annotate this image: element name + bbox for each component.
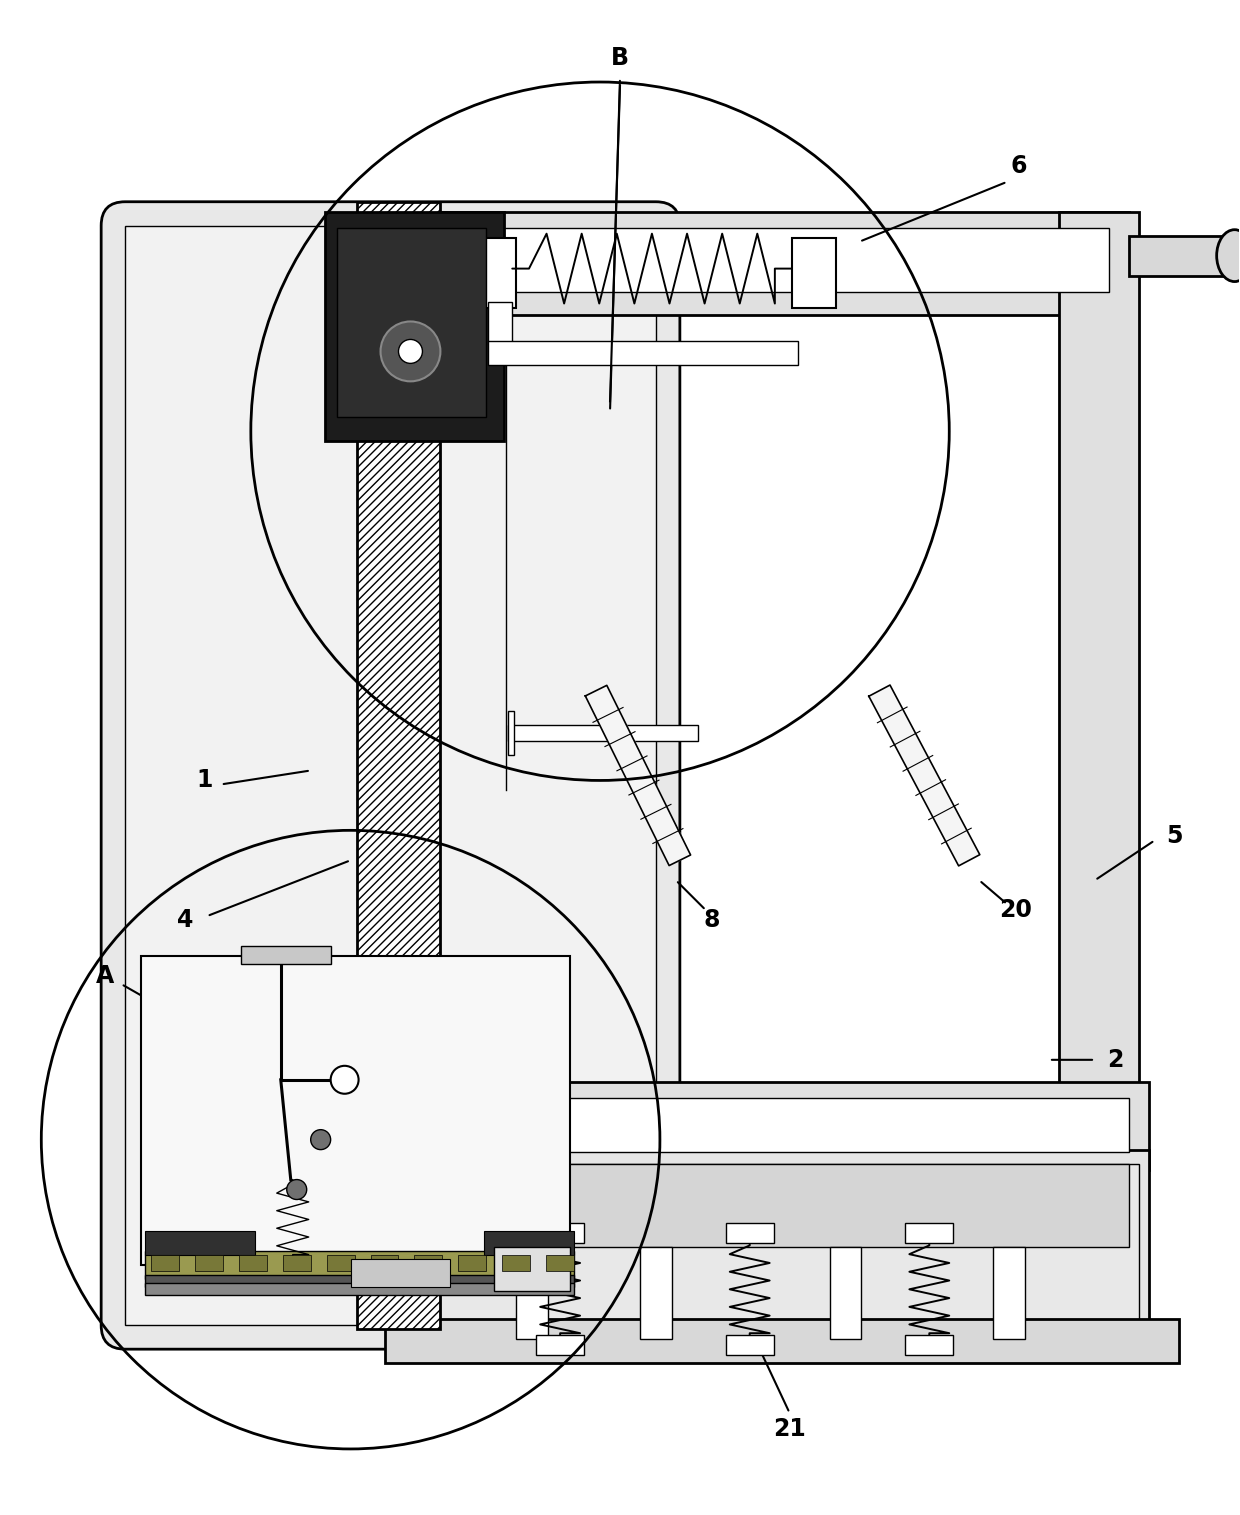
Bar bbox=[546, 1256, 574, 1271]
Text: 20: 20 bbox=[998, 898, 1032, 923]
Bar bbox=[401, 227, 1109, 291]
Bar bbox=[536, 1224, 584, 1244]
Bar bbox=[459, 1256, 486, 1271]
Bar bbox=[489, 301, 512, 345]
Ellipse shape bbox=[1216, 230, 1240, 282]
Bar bbox=[391, 1082, 1148, 1170]
Bar bbox=[536, 1335, 584, 1354]
Bar bbox=[326, 1256, 355, 1271]
Bar bbox=[410, 232, 470, 291]
Bar bbox=[401, 1164, 1138, 1335]
Bar bbox=[485, 1232, 574, 1256]
Bar bbox=[420, 1164, 1128, 1247]
Bar bbox=[325, 212, 505, 441]
Bar bbox=[145, 1276, 574, 1288]
Bar bbox=[905, 1224, 954, 1244]
Bar bbox=[384, 1320, 1179, 1364]
Bar bbox=[283, 1256, 311, 1271]
Bar bbox=[502, 1256, 531, 1271]
Text: 5: 5 bbox=[1167, 824, 1183, 848]
Text: 4: 4 bbox=[177, 907, 193, 932]
Circle shape bbox=[286, 1180, 306, 1200]
Text: A: A bbox=[95, 964, 114, 988]
Bar bbox=[357, 201, 440, 1329]
Bar bbox=[640, 1247, 672, 1339]
Bar bbox=[141, 956, 570, 1265]
FancyBboxPatch shape bbox=[102, 201, 680, 1350]
Text: 1: 1 bbox=[197, 768, 213, 792]
Bar bbox=[725, 1335, 774, 1354]
Bar bbox=[508, 711, 515, 754]
Polygon shape bbox=[585, 685, 691, 865]
Circle shape bbox=[331, 1067, 358, 1094]
Bar bbox=[1128, 236, 1229, 276]
Bar bbox=[145, 1232, 254, 1256]
Polygon shape bbox=[869, 685, 980, 867]
Circle shape bbox=[398, 339, 423, 364]
Bar bbox=[371, 1256, 398, 1271]
Bar bbox=[791, 238, 836, 308]
Circle shape bbox=[381, 321, 440, 382]
Bar bbox=[495, 1247, 570, 1291]
Polygon shape bbox=[357, 1150, 444, 1259]
Bar bbox=[351, 1259, 450, 1288]
Bar bbox=[145, 1251, 574, 1279]
Bar bbox=[336, 227, 486, 417]
Bar bbox=[239, 1256, 267, 1271]
Bar bbox=[489, 341, 797, 365]
Bar bbox=[241, 945, 331, 964]
Bar bbox=[414, 1256, 443, 1271]
Bar bbox=[830, 1247, 862, 1339]
Text: 8: 8 bbox=[703, 907, 720, 932]
Bar bbox=[725, 1224, 774, 1244]
Bar bbox=[401, 218, 485, 306]
Text: 6: 6 bbox=[1011, 155, 1028, 177]
Text: 2: 2 bbox=[1107, 1048, 1123, 1071]
Bar bbox=[401, 1098, 1128, 1151]
Bar bbox=[993, 1247, 1025, 1339]
Bar bbox=[905, 1335, 954, 1354]
Circle shape bbox=[311, 1130, 331, 1150]
Text: 21: 21 bbox=[774, 1417, 806, 1441]
Bar bbox=[125, 226, 656, 1326]
Bar bbox=[391, 1150, 1148, 1350]
Bar bbox=[480, 238, 516, 308]
Text: B: B bbox=[611, 45, 629, 70]
Bar bbox=[1059, 212, 1138, 1170]
Bar bbox=[508, 724, 698, 741]
Bar bbox=[151, 1256, 179, 1271]
Bar bbox=[195, 1256, 223, 1271]
Bar bbox=[391, 212, 1128, 315]
Bar bbox=[145, 1283, 574, 1295]
Bar bbox=[516, 1247, 548, 1339]
